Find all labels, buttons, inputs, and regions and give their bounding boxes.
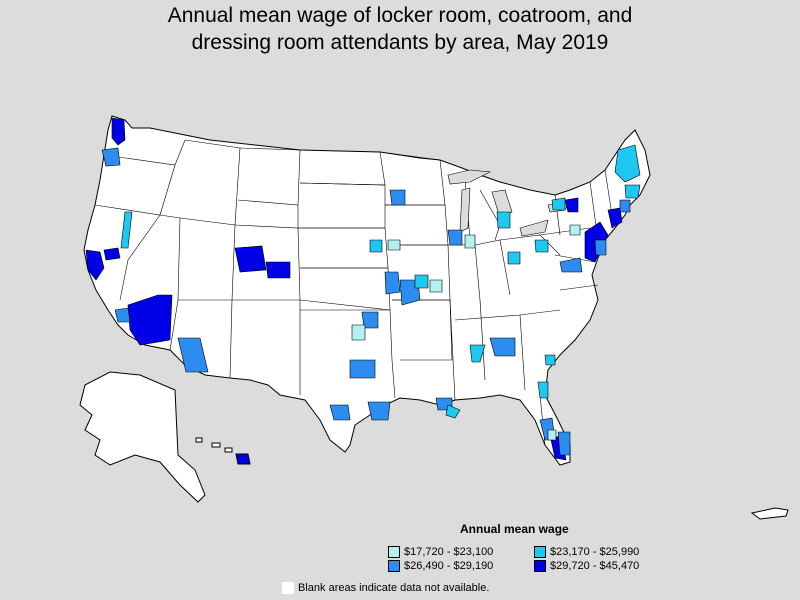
legend-label-1: $17,720 - $23,100	[404, 546, 494, 558]
great-lakes	[447, 169, 571, 237]
legend-item-3: $26,490 - $29,190	[388, 560, 493, 572]
legend-item-4: $29,720 - $45,470	[534, 560, 639, 572]
hawaii-shape	[195, 437, 251, 465]
blank-areas-note: Blank areas indicate data not available.	[282, 582, 489, 594]
blank-swatch	[282, 582, 294, 594]
legend-title: Annual mean wage	[460, 522, 569, 536]
legend-label-2: $23,170 - $25,990	[550, 546, 640, 558]
legend-item-1: $17,720 - $23,100	[388, 546, 493, 558]
blank-areas-text: Blank areas indicate data not available.	[298, 582, 490, 594]
legend-swatch-4	[534, 560, 546, 572]
title-line-2: dressing room attendants by area, May 20…	[191, 31, 609, 54]
legend-swatch-2	[534, 546, 546, 558]
alaska-shape	[79, 371, 206, 503]
puerto-rico-shape	[750, 507, 789, 520]
legend-label-4: $29,720 - $45,470	[550, 560, 640, 572]
legend-swatch-3	[388, 560, 400, 572]
title-line-1: Annual mean wage of locker room, coatroo…	[167, 4, 633, 27]
legend-item-2: $23,170 - $25,990	[534, 546, 639, 558]
wage-areas	[85, 117, 641, 465]
legend-label-3: $26,490 - $29,190	[404, 560, 494, 572]
map-title: Annual mean wage of locker room, coatroo…	[0, 2, 800, 56]
legend-swatch-1	[388, 546, 400, 558]
